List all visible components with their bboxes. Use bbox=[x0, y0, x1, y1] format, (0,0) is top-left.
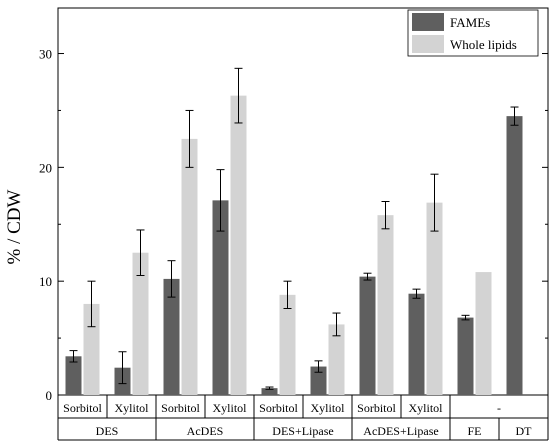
fames-bar bbox=[310, 366, 327, 395]
whole-lipids-bar bbox=[328, 324, 345, 395]
fames-bar bbox=[261, 388, 278, 395]
y-tick-label: 30 bbox=[39, 47, 52, 62]
fames-bar bbox=[212, 200, 229, 395]
whole-lipids-bar bbox=[426, 202, 443, 395]
group-label: AcDES+Lipase bbox=[363, 424, 438, 438]
legend-swatch bbox=[412, 35, 444, 53]
fames-bar bbox=[457, 317, 474, 395]
subgroup-label: Xylitol bbox=[408, 401, 443, 415]
group-label: DES+Lipase bbox=[272, 424, 333, 438]
fames-bar bbox=[506, 116, 523, 395]
group-label: DT bbox=[516, 424, 533, 438]
whole-lipids-bar bbox=[475, 272, 492, 395]
whole-lipids-bar bbox=[132, 252, 149, 395]
group-label: DES bbox=[96, 424, 119, 438]
shared-subgroup-label: - bbox=[497, 401, 501, 415]
y-tick-label: 10 bbox=[39, 274, 52, 289]
subgroup-label: Sorbitol bbox=[63, 401, 102, 415]
y-tick-label: 20 bbox=[39, 160, 52, 175]
subgroup-label: Xylitol bbox=[310, 401, 345, 415]
y-tick-label: 0 bbox=[46, 388, 53, 403]
legend: FAMEs Whole lipids bbox=[407, 9, 539, 57]
group-label: AcDES bbox=[187, 424, 224, 438]
subgroup-label: Sorbitol bbox=[161, 401, 200, 415]
whole-lipids-bar bbox=[279, 294, 296, 395]
subgroup-label: Sorbitol bbox=[357, 401, 396, 415]
legend-label: FAMEs bbox=[450, 15, 490, 30]
fames-bar bbox=[408, 293, 425, 395]
whole-lipids-bar bbox=[230, 95, 247, 396]
y-axis-label: % / CDW bbox=[4, 189, 25, 264]
plot-frame bbox=[57, 7, 549, 396]
subgroup-label: Sorbitol bbox=[259, 401, 298, 415]
whole-lipids-bar bbox=[181, 138, 198, 395]
fames-bar bbox=[359, 276, 376, 395]
legend-label: Whole lipids bbox=[450, 37, 517, 52]
group-label: FE bbox=[467, 424, 481, 438]
fames-bar bbox=[65, 356, 82, 395]
subgroup-label: Xylitol bbox=[114, 401, 149, 415]
legend-swatch bbox=[412, 13, 444, 31]
subgroup-label: Xylitol bbox=[212, 401, 247, 415]
fames-bar bbox=[163, 278, 180, 395]
whole-lipids-bar bbox=[377, 215, 394, 395]
